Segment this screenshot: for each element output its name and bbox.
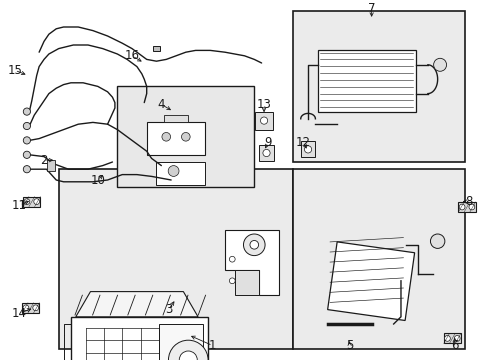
Circle shape — [429, 234, 444, 248]
Bar — [443, 333, 460, 343]
Bar — [156, 162, 205, 185]
Bar — [23, 197, 40, 207]
Text: 2: 2 — [40, 154, 48, 167]
Bar — [59, 169, 293, 349]
Circle shape — [243, 234, 264, 256]
Bar — [22, 303, 39, 313]
Bar — [47, 160, 55, 171]
Circle shape — [23, 108, 30, 115]
Circle shape — [468, 204, 474, 210]
Bar — [234, 270, 259, 295]
Circle shape — [23, 305, 29, 311]
Polygon shape — [76, 292, 198, 317]
Bar — [300, 141, 315, 157]
Circle shape — [304, 146, 311, 153]
Text: 10: 10 — [90, 174, 105, 186]
Text: 8: 8 — [464, 195, 471, 208]
Circle shape — [263, 149, 269, 157]
Text: 6: 6 — [450, 339, 458, 352]
Bar — [152, 46, 160, 51]
Text: 12: 12 — [295, 136, 310, 149]
Text: 5: 5 — [345, 339, 353, 352]
Circle shape — [168, 166, 179, 176]
Bar — [458, 202, 475, 212]
Circle shape — [23, 122, 30, 130]
Text: 4: 4 — [157, 98, 165, 111]
Text: 13: 13 — [256, 98, 271, 111]
Bar — [293, 11, 464, 162]
Circle shape — [458, 204, 464, 210]
Circle shape — [249, 240, 258, 249]
Circle shape — [260, 117, 267, 124]
Text: 15: 15 — [7, 64, 22, 77]
Bar — [317, 50, 415, 112]
Circle shape — [453, 336, 459, 341]
Text: 16: 16 — [124, 49, 139, 62]
Text: 1: 1 — [208, 339, 216, 352]
Circle shape — [23, 166, 30, 173]
Circle shape — [444, 336, 449, 341]
Bar — [259, 145, 273, 161]
Bar — [117, 86, 254, 187]
Circle shape — [181, 132, 190, 141]
Bar — [255, 112, 272, 130]
Text: 11: 11 — [12, 199, 27, 212]
Bar — [327, 242, 414, 320]
Text: 3: 3 — [164, 303, 172, 316]
Bar — [159, 324, 203, 360]
Circle shape — [168, 340, 207, 360]
Circle shape — [229, 256, 235, 262]
Bar — [163, 115, 188, 122]
Circle shape — [34, 199, 40, 204]
Bar — [146, 122, 205, 155]
Circle shape — [33, 305, 39, 311]
Text: 7: 7 — [367, 3, 375, 15]
Bar — [293, 169, 464, 349]
Circle shape — [23, 151, 30, 158]
Bar — [71, 317, 207, 360]
Circle shape — [179, 351, 197, 360]
Circle shape — [24, 199, 30, 204]
Text: 14: 14 — [12, 307, 27, 320]
Polygon shape — [224, 230, 278, 295]
Circle shape — [433, 58, 446, 71]
Circle shape — [23, 137, 30, 144]
Text: 9: 9 — [264, 136, 271, 149]
Circle shape — [229, 278, 235, 284]
Circle shape — [162, 132, 170, 141]
